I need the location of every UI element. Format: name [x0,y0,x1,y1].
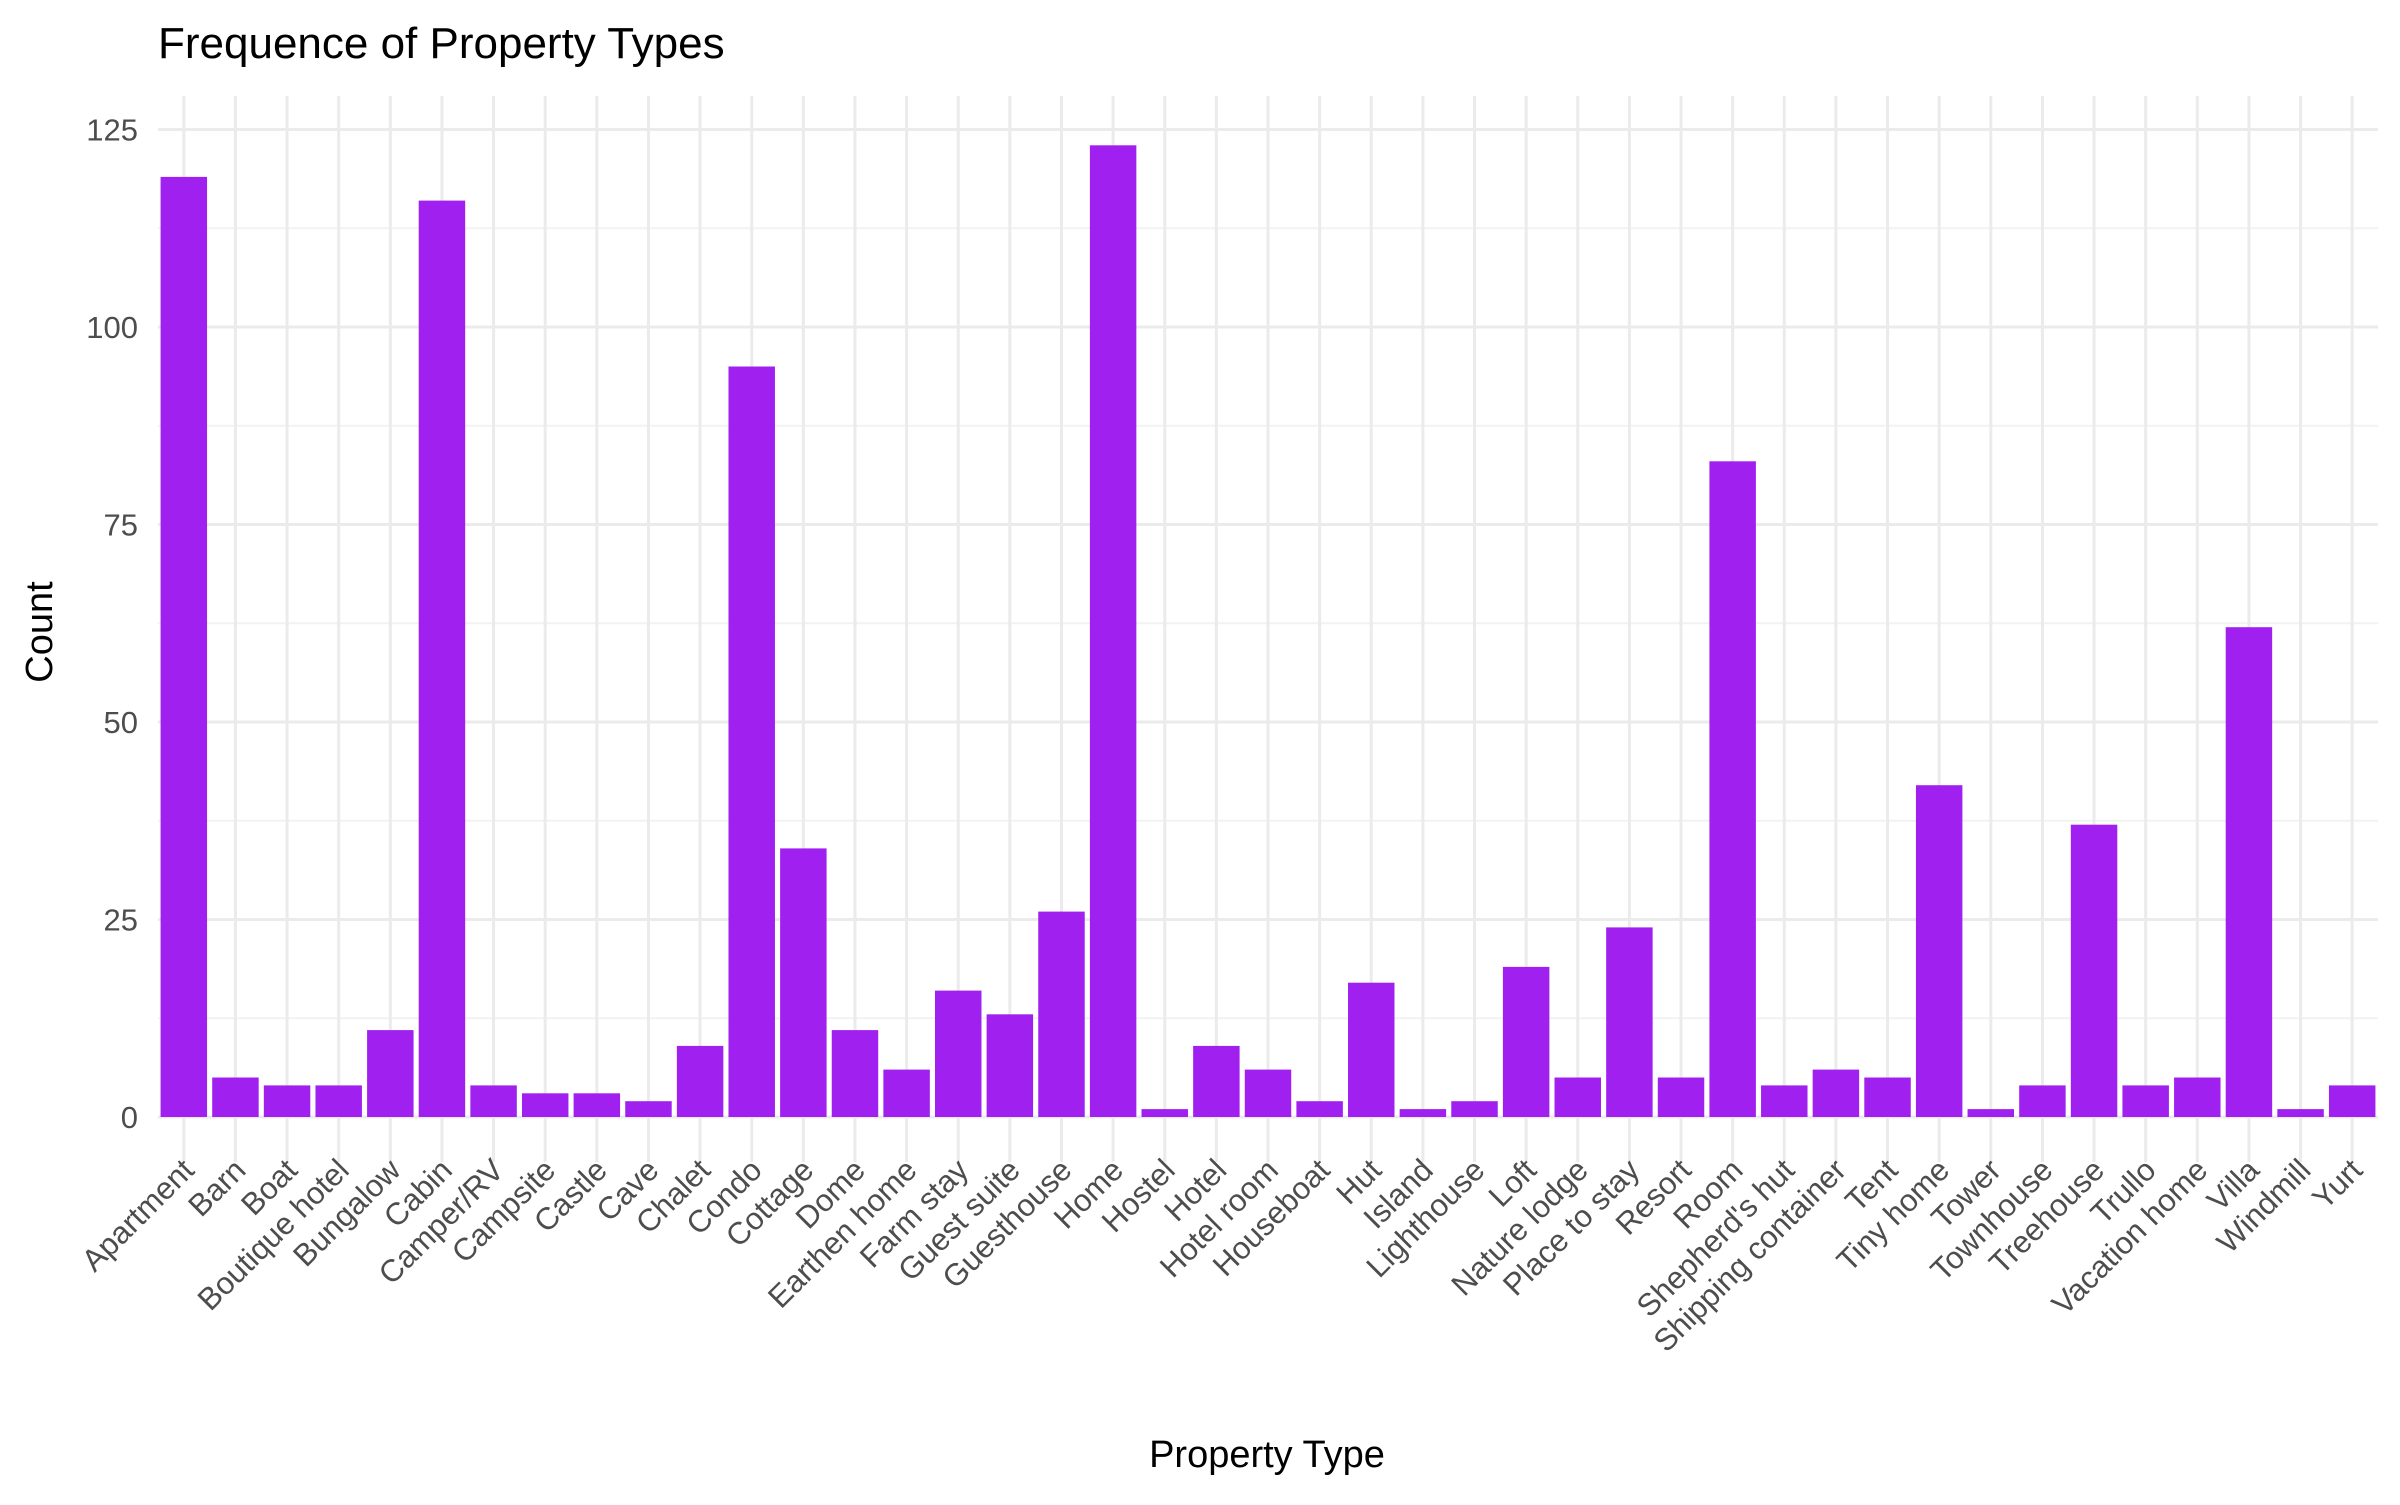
bar [1967,1109,2015,1117]
bar [2070,824,2118,1117]
bar [935,990,982,1117]
bar [1502,966,1550,1117]
bar [1709,461,1756,1117]
bar [315,1085,362,1117]
bar [2328,1085,2376,1117]
bar [160,176,208,1117]
bar [367,1030,414,1117]
bar [1451,1101,1498,1117]
bar [625,1101,672,1117]
bar [2122,1085,2169,1117]
bar [1864,1077,1911,1117]
y-tick-label: 50 [104,705,138,740]
bar [1089,145,1137,1118]
bar [1554,1077,1601,1117]
y-tick-label: 25 [104,903,138,938]
bar [1606,927,1653,1117]
bar [2277,1109,2324,1117]
bar [883,1069,930,1117]
bar [470,1085,517,1117]
bar [2225,627,2273,1117]
x-tick-label: Yurt [2305,1152,2369,1216]
bar [1141,1109,1188,1117]
y-tick-label: 0 [121,1100,138,1135]
bar [1296,1101,1343,1117]
bar [780,848,827,1117]
bar [1244,1069,1292,1117]
bar [1657,1077,1705,1117]
y-tick-label: 125 [86,113,138,148]
bar [728,366,775,1117]
bar [831,1030,879,1117]
bar [1038,911,1085,1117]
bar [263,1085,311,1117]
bar [1915,785,1963,1117]
bar [2174,1077,2221,1117]
chart-title: Frequence of Property Types [158,19,725,68]
bar [521,1093,569,1117]
bar [212,1077,259,1117]
x-tick-label: Apartment [75,1152,201,1278]
y-tick-label: 75 [104,508,138,543]
bar [1812,1069,1860,1117]
bar [418,200,466,1118]
bar [676,1045,724,1117]
bar [1761,1085,1808,1117]
major-gridlines [158,96,2378,1162]
y-axis-label: Count [19,581,61,683]
bar [986,1014,1034,1117]
bar [1193,1045,1240,1117]
y-axis-ticks: 0 25 50 75 100 125 [86,113,138,1136]
bar [2019,1085,2066,1117]
bar [573,1093,621,1117]
x-axis-label: Property Type [1149,1434,1385,1476]
bars-group [160,145,2376,1118]
x-tick-label: Barn [181,1152,252,1223]
bar [1348,982,1395,1117]
bar [1399,1109,1447,1117]
y-tick-label: 100 [86,310,138,345]
